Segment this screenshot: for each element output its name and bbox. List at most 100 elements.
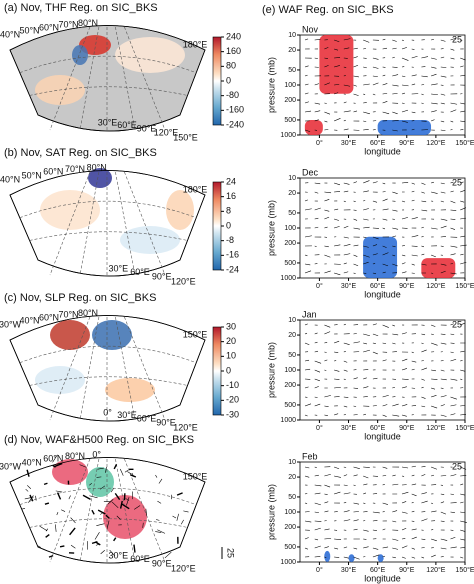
vector xyxy=(55,490,63,493)
vector xyxy=(343,510,350,513)
vector xyxy=(343,38,351,41)
vector xyxy=(304,38,309,41)
vector xyxy=(100,550,105,555)
vector xyxy=(353,218,358,221)
vector xyxy=(411,510,415,513)
vector xyxy=(105,514,110,519)
graticule xyxy=(124,171,166,276)
graticule xyxy=(29,86,188,96)
map-label: 40°N xyxy=(0,174,20,184)
vector xyxy=(421,236,424,238)
map-label: 60°E xyxy=(130,554,150,564)
vector xyxy=(460,181,464,184)
vector xyxy=(411,83,416,86)
colorbar-label: -8 xyxy=(226,235,234,245)
ref-label: 25 xyxy=(226,548,236,558)
vector xyxy=(324,209,330,212)
vector xyxy=(460,483,464,486)
vector xyxy=(314,396,318,399)
vector xyxy=(421,102,424,104)
y-tick-label: 50 xyxy=(288,494,296,501)
vector xyxy=(353,547,358,550)
graticule xyxy=(19,487,197,506)
vector xyxy=(334,538,342,540)
x-tick-label: 150°E xyxy=(455,566,474,574)
vector xyxy=(304,270,312,274)
vector xyxy=(401,404,408,407)
vector xyxy=(314,492,321,495)
vector xyxy=(431,57,437,60)
colorbar-label: 16 xyxy=(226,191,236,201)
vector xyxy=(392,386,396,389)
vector xyxy=(106,520,110,529)
vector xyxy=(353,387,359,389)
vector xyxy=(392,245,396,248)
vector xyxy=(114,492,121,501)
month-label: Nov xyxy=(302,24,319,34)
vector xyxy=(304,414,308,417)
vector xyxy=(324,501,329,504)
colorbar-label: 0 xyxy=(226,365,231,375)
vector xyxy=(324,47,329,50)
colorbar-label: -10 xyxy=(226,380,239,390)
vector xyxy=(392,74,399,77)
vector xyxy=(324,324,331,328)
vector xyxy=(304,403,312,407)
vector xyxy=(401,262,406,265)
vector xyxy=(353,474,358,477)
vector xyxy=(372,554,380,558)
graticule xyxy=(29,376,188,386)
vector xyxy=(334,84,340,86)
vector xyxy=(450,413,456,416)
vector xyxy=(460,253,464,256)
vector xyxy=(97,509,106,515)
vector xyxy=(324,351,327,353)
vector xyxy=(324,216,330,220)
vector xyxy=(158,478,163,484)
vector xyxy=(324,546,329,549)
vector xyxy=(421,474,426,477)
vector xyxy=(363,511,368,513)
colorbar-label: 0 xyxy=(226,75,231,85)
y-tick-label: 20 xyxy=(288,332,296,339)
vector xyxy=(382,404,388,407)
vector xyxy=(401,84,409,87)
vector xyxy=(392,556,396,559)
y-tick-label: 10 xyxy=(288,317,296,324)
vector xyxy=(324,395,331,398)
vector xyxy=(334,92,339,95)
vector xyxy=(431,474,435,477)
map-outline xyxy=(9,457,206,564)
vector xyxy=(401,545,408,549)
y-axis-label: pressure (mb) xyxy=(266,484,276,540)
vector xyxy=(440,378,447,381)
vector xyxy=(363,333,370,337)
x-tick-label: 30°E xyxy=(341,424,357,432)
vector xyxy=(334,511,338,513)
colorbar-label: -80 xyxy=(226,90,239,100)
vector xyxy=(324,245,329,248)
x-tick-label: 90°E xyxy=(399,282,415,290)
vector xyxy=(343,244,351,247)
vector xyxy=(314,484,322,487)
vector xyxy=(411,360,417,363)
vector xyxy=(372,493,378,495)
vector xyxy=(430,342,438,346)
vector xyxy=(411,405,417,407)
vector xyxy=(450,37,457,41)
vector xyxy=(353,528,358,531)
vector xyxy=(450,323,454,326)
vector xyxy=(460,414,467,416)
vector xyxy=(440,66,447,68)
y-tick-label: 200 xyxy=(284,382,296,389)
vector xyxy=(411,368,415,371)
y-tick-label: 100 xyxy=(284,509,296,516)
x-tick-label: 0° xyxy=(316,139,323,147)
vector xyxy=(450,351,454,354)
vector xyxy=(460,323,465,326)
vector xyxy=(183,510,189,513)
vector xyxy=(392,93,398,95)
vector xyxy=(363,272,367,274)
graticule xyxy=(79,171,100,276)
vector xyxy=(431,510,437,513)
